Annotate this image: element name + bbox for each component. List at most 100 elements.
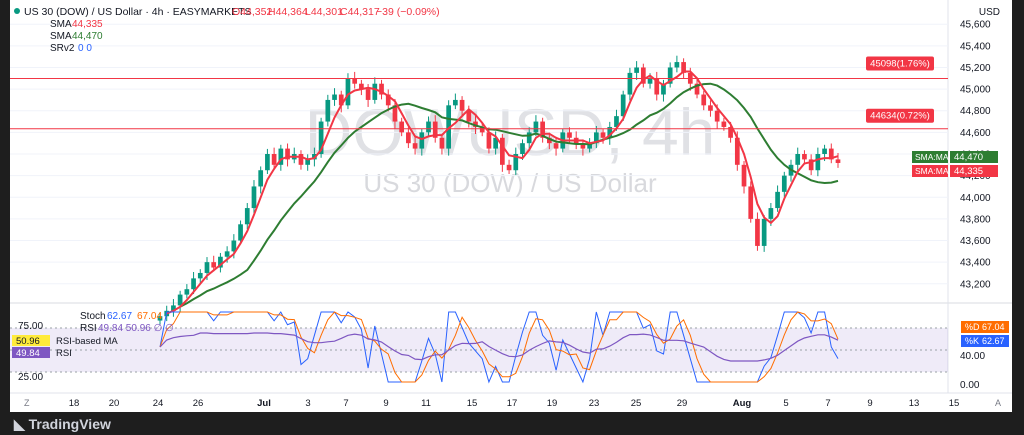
price-tag-value: 44,470 [954, 152, 983, 163]
timezone-icon[interactable]: Z [24, 398, 30, 408]
candle-body [171, 305, 176, 311]
time-tick-label: 7 [343, 398, 348, 409]
ohlc-high: H44,364 [268, 6, 308, 18]
osc-right-tick-0: 0.00 [960, 380, 980, 391]
ohlc-open: O44,352 [232, 6, 272, 18]
candle-body [446, 105, 452, 149]
level-label-box [866, 56, 934, 71]
candle-body [681, 62, 686, 73]
chart-area[interactable]: DOWUSD, 4h US 30 (DOW) / US Dollar 45098… [10, 0, 1012, 412]
candle-body [265, 154, 270, 171]
candle-body [406, 132, 411, 144]
candle-body [761, 218, 767, 246]
candle-body [808, 159, 814, 171]
watermark-name: US 30 (DOW) / US Dollar [363, 168, 657, 198]
candle-body [392, 105, 398, 122]
candle-body [184, 289, 190, 295]
rsi-values: 49.84 50.96 ∅ ∅ [98, 323, 174, 334]
candle-body [399, 121, 405, 133]
candle-body [244, 208, 250, 225]
time-tick-label: 20 [109, 398, 120, 409]
rsi-label[interactable]: RSI [80, 323, 97, 334]
time-tick-label: Jul [257, 398, 271, 409]
tradingview-logo[interactable]: ◣ TradingView [14, 416, 111, 433]
stoch-d-line [159, 311, 839, 383]
stoch-k-tag-label: %K [965, 336, 979, 346]
osc-left-tick-75: 75.00 [18, 321, 43, 332]
oscillator-lines [159, 311, 839, 384]
price-tick-label: 45,000 [960, 85, 991, 96]
stoch-label[interactable]: Stoch [80, 311, 106, 322]
rsi-based-ma-label: RSI-based MA [56, 336, 118, 347]
candle-body [218, 256, 223, 268]
candle-body [620, 94, 626, 117]
candle-body [432, 121, 438, 138]
candle-body [781, 175, 787, 192]
candle-body [204, 262, 210, 273]
candle-body [734, 137, 740, 165]
price-tag-label-box [912, 151, 948, 163]
price-tag-value: 44,335 [954, 166, 983, 177]
candle-body [587, 143, 592, 149]
time-tick-label: 9 [867, 398, 872, 409]
time-axis[interactable]: 18 20 24 26 Jul 3 7 9 11 15 17 19 23 25 29 Aug 5 7 9 13 15 [69, 398, 960, 409]
candle-body [661, 83, 666, 95]
candle-body [674, 62, 680, 68]
candle-body [305, 159, 311, 165]
candle-body [359, 83, 364, 90]
indicator-1-name[interactable]: SMA [50, 19, 72, 30]
price-tags: SMA:MA 44,470 SMA:MA 44,335 [912, 151, 998, 177]
candle-body [426, 121, 431, 133]
candle-body [701, 94, 707, 106]
time-tick-label: 13 [909, 398, 920, 409]
candle-body [667, 67, 673, 84]
price-tick-label: 43,800 [960, 214, 991, 225]
candle-body [157, 316, 163, 321]
auto-scale-icon[interactable]: A [995, 398, 1001, 408]
stoch-d-tag-label: %D [965, 322, 980, 332]
tradingview-logo-icon: ◣ [14, 416, 29, 432]
candle-body [500, 137, 505, 165]
indicator-1-value: 44,335 [72, 19, 103, 30]
level-label: 45098(1.76%) [870, 59, 930, 70]
candle-body [768, 208, 774, 219]
candle-body [640, 67, 646, 84]
sma-slow-line [179, 82, 839, 308]
price-tick-label: 44,000 [960, 193, 991, 204]
candle-body [741, 164, 747, 187]
rsi-badge-value: 49.84 [16, 348, 40, 359]
stoch-d-value: 67.04 [137, 311, 162, 322]
price-tag-label: SMA:MA [915, 166, 949, 176]
candle-body [755, 218, 760, 246]
candle-body [546, 137, 552, 144]
candle-body [748, 186, 754, 219]
candle-body [385, 94, 391, 106]
candle-body [600, 132, 606, 138]
indicator-3-value: 0 0 [78, 43, 92, 54]
candle-body [647, 78, 653, 84]
candle-body [325, 99, 331, 122]
time-tick-label: 26 [193, 398, 204, 409]
candle-body [533, 121, 539, 133]
candle-body [258, 170, 264, 187]
time-tick-label: 24 [153, 398, 164, 409]
candle-body [318, 121, 324, 154]
candle-body [486, 132, 492, 149]
candle-body [197, 272, 203, 279]
candle-body [775, 191, 780, 209]
time-tick-label: 15 [949, 398, 960, 409]
candles [157, 55, 841, 325]
candle-body [479, 126, 485, 133]
candle-body [379, 83, 384, 95]
currency-label: USD [979, 7, 1000, 18]
indicator-3-name[interactable]: SRv2 [50, 43, 75, 54]
level-lines[interactable]: 45098(1.76%) 44634(0.72%) [10, 56, 948, 130]
candle-body [298, 154, 304, 165]
rsi-line [159, 332, 839, 362]
chart-svg[interactable]: DOWUSD, 4h US 30 (DOW) / US Dollar 45098… [10, 0, 1012, 412]
indicator-2-name[interactable]: SMA [50, 31, 72, 42]
symbol-line[interactable]: US 30 (DOW) / US Dollar · 4h · EASYMARKE… [24, 6, 252, 18]
candle-body [506, 164, 512, 171]
ohlc-low: L44,301 [305, 6, 343, 18]
time-tick-label: 5 [783, 398, 788, 409]
